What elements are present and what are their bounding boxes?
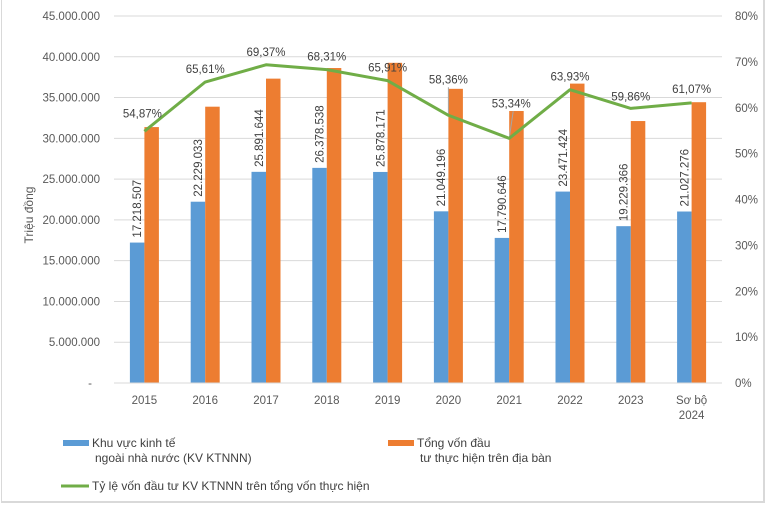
x-tick-label: 2020 [436,395,462,407]
bar-value-label: 21.049.196 [436,149,448,207]
x-tick-label: 2015 [132,395,158,407]
y-tick-label: 45.000.000 [42,11,100,23]
bar-value-label: 17.218.507 [132,180,144,238]
bar-ktnnn [616,226,631,383]
bar-value-label: 26.378.538 [315,105,327,163]
left-axis-ticks: - 5.000.000 10.000.000 15.000.000 20.000.000… [42,11,100,390]
bar-value-label: 23.471.424 [558,128,570,186]
bar-ktnnn [373,171,388,383]
y2-tick-label: 20% [735,286,758,298]
bar-value-label: 17.790.646 [497,175,509,233]
line-value-label: 63,93% [550,72,589,84]
bar-ktnnn [251,171,266,383]
line-value-label: 61,07% [672,84,711,96]
bar-value-label: 22.229.033 [193,139,205,197]
legend-label: tư thực hiện trên địa bàn [420,451,551,465]
leader-line [508,111,514,139]
line-value-label: 58,36% [429,74,468,86]
x-tick-label: 2017 [253,395,279,407]
y-tick-label: - [88,378,92,390]
bar-value-label: 21.027.276 [679,149,691,207]
x-tick-label: 2018 [314,395,340,407]
line-value-label: 69,37% [246,47,285,59]
x-tick-label: 2023 [618,395,644,407]
y-tick-label: 25.000.000 [42,174,100,186]
x-tick-label: 2022 [557,395,583,407]
y-tick-label: 10.000.000 [42,296,100,308]
y2-tick-label: 70% [735,57,758,69]
y-tick-label: 5.000.000 [49,337,100,349]
bar-total [387,62,403,383]
line-value-label: 54,87% [123,108,162,120]
bar-total [570,83,585,383]
line-data-labels: 54,87% 65,61% 69,37% 68,31% 65,91% 58,36% 53,3… [123,47,711,121]
right-axis-ticks: 0% 10% 20% 30% 40% 50% 60% 70% 80% [735,11,758,390]
legend-label: ngoài nhà nước (KV KTNNN) [95,451,252,465]
bars [129,62,707,384]
bar-total [448,88,463,384]
x-tick-label: 2024 [679,410,705,422]
legend-swatch-bar [388,440,414,446]
bar-total [630,121,646,384]
y2-tick-label: 80% [735,11,758,23]
line-value-label: 53,34% [492,98,531,110]
y2-tick-label: 40% [735,195,758,207]
y-tick-label: 15.000.000 [42,256,100,268]
y-axis-title: Triệu đồng [22,187,36,244]
bar-total [144,127,159,383]
bar-total [326,68,342,384]
bar-ktnnn [129,242,145,383]
legend-label: Tổng vốn đầu [417,436,490,450]
bar-ktnnn [433,211,449,383]
bar-data-labels: 17.218.507 22.229.033 25.891.644 26.378.538… [132,105,691,237]
bar-ktnnn [190,201,206,383]
legend-swatch-bar [63,440,89,446]
y2-tick-label: 30% [735,240,758,252]
y2-tick-label: 10% [735,332,758,344]
y-tick-label: 20.000.000 [42,215,100,227]
y-tick-label: 30.000.000 [42,133,100,145]
bar-value-label: 19.229.366 [619,164,631,222]
ratio-line-path [143,63,692,140]
x-tick-label: Sơ bộ [676,395,707,407]
x-tick-label: 2021 [496,395,522,407]
x-tick-label: 2016 [192,395,218,407]
line-value-label: 65,61% [186,64,225,76]
y-tick-label: 40.000.000 [42,52,100,64]
bar-total [691,102,707,383]
y2-tick-label: 50% [735,149,758,161]
x-tick-label: 2019 [375,395,401,407]
leader-lines [447,87,514,139]
bar-total [509,111,524,384]
bar-ktnnn [677,211,692,383]
y-tick-label: 35.000.000 [42,93,100,105]
legend-item: Tỷ lệ vốn đầu tư KV KTNNN trên tổng vốn … [61,479,370,493]
y2-tick-label: 60% [735,103,758,115]
legend-label: Tỷ lệ vốn đầu tư KV KTNNN trên tổng vốn … [92,479,370,493]
y2-tick-label: 0% [735,378,752,390]
line-value-label: 65,91% [368,63,407,75]
line-value-label: 68,31% [307,52,346,64]
bar-ktnnn [312,167,327,383]
bar-total [205,106,220,383]
bar-value-label: 25.878.171 [375,109,387,167]
line-value-label: 59,86% [611,91,650,103]
legend-label: Khu vực kinh tế [92,436,176,450]
bar-ktnnn [555,191,570,383]
bar-value-label: 25.891.644 [254,109,266,167]
bar-ktnnn [494,237,510,383]
x-axis-ticks: 2015 2016 2017 2018 2019 2020 2021 2022 2023 Sơ b… [132,395,708,422]
bar-total [266,78,281,383]
ratio-line [143,63,692,140]
